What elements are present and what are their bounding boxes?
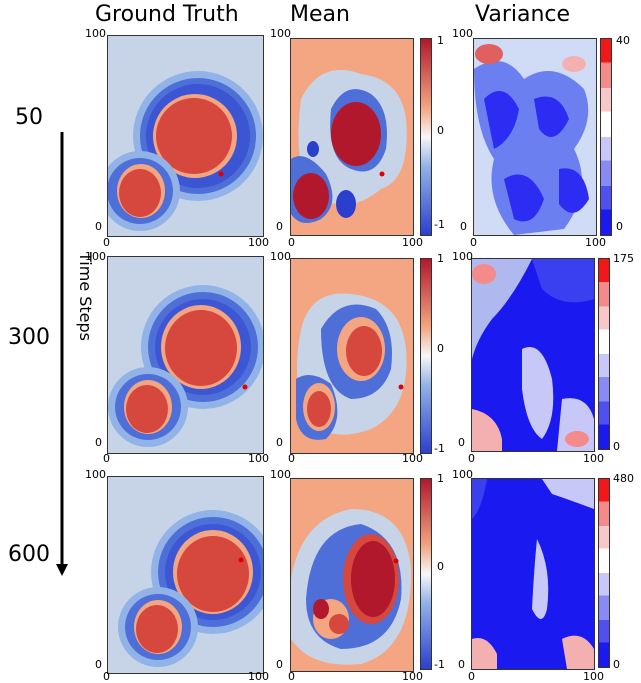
x-tick-max: 100 [248, 236, 269, 249]
x-tick-max: 100 [402, 236, 423, 249]
colorbar-tick-max: 175 [613, 252, 634, 265]
variance-colorbar-50 [600, 38, 612, 236]
mean-panel-50 [290, 38, 414, 236]
x-tick-max: 100 [402, 670, 423, 683]
x-tick-max: 100 [248, 670, 269, 683]
x-tick-min: 0 [103, 452, 110, 465]
colorbar-tick-mid: 0 [437, 124, 444, 137]
colorbar-tick-mid: 0 [437, 560, 444, 573]
x-tick-min: 0 [468, 452, 475, 465]
ground-truth-panel-600 [107, 476, 264, 674]
time-arrow [56, 132, 68, 576]
colorbar-tick-min: -1 [434, 218, 445, 231]
mean-panel-300 [290, 258, 414, 454]
x-tick-min: 0 [470, 236, 477, 249]
mean-colorbar-300 [420, 258, 432, 454]
mean-colorbar-600 [420, 478, 432, 670]
x-tick-max: 100 [585, 236, 606, 249]
mean-panel-600 [290, 478, 414, 672]
y-tick-min: 0 [276, 658, 283, 671]
x-tick-max: 100 [583, 452, 604, 465]
column-header-mean: Mean [290, 2, 350, 27]
y-tick-max: 100 [270, 468, 291, 481]
colorbar-tick-min: 0 [616, 220, 623, 233]
y-tick-max: 100 [270, 250, 291, 263]
y-tick-max: 100 [85, 27, 106, 40]
colorbar-tick-max: 480 [613, 472, 634, 485]
column-header-ground-truth: Ground Truth [95, 2, 239, 27]
y-tick-max: 100 [85, 250, 106, 263]
x-tick-max: 100 [402, 452, 423, 465]
colorbar-tick-min: -1 [434, 442, 445, 455]
y-tick-min: 0 [95, 658, 102, 671]
x-tick-min: 0 [103, 670, 110, 683]
y-tick-min: 0 [458, 436, 465, 449]
y-tick-min: 0 [95, 436, 102, 449]
colorbar-tick-mid: 0 [437, 342, 444, 355]
x-tick-min: 0 [288, 670, 295, 683]
colorbar-tick-min: -1 [434, 658, 445, 671]
y-tick-min: 0 [276, 436, 283, 449]
y-tick-min: 0 [460, 220, 467, 233]
ground-truth-panel-50 [107, 35, 264, 237]
gt-blob-lower [108, 151, 180, 231]
x-tick-min: 0 [288, 236, 295, 249]
y-tick-max: 100 [452, 468, 473, 481]
y-tick-max: 100 [452, 27, 473, 40]
target-dot [218, 171, 224, 177]
time-step-300: 300 [8, 325, 50, 350]
colorbar-tick-max: 1 [437, 252, 444, 265]
x-tick-min: 0 [288, 452, 295, 465]
x-tick-max: 100 [248, 452, 269, 465]
variance-panel-300 [471, 258, 595, 452]
variance-colorbar-600 [598, 478, 610, 668]
y-tick-min: 0 [95, 220, 102, 233]
time-step-600: 600 [8, 542, 50, 567]
colorbar-tick-max: 1 [437, 472, 444, 485]
mean-colorbar-50 [420, 38, 432, 236]
variance-colorbar-300 [598, 258, 610, 450]
variance-panel-600 [471, 478, 595, 670]
y-tick-min: 0 [276, 220, 283, 233]
x-tick-min: 0 [103, 236, 110, 249]
time-axis-label: Time Steps [76, 252, 95, 342]
colorbar-tick-min: 0 [613, 440, 620, 453]
y-tick-max: 100 [452, 250, 473, 263]
time-step-50: 50 [15, 105, 43, 130]
y-tick-min: 0 [458, 658, 465, 671]
x-tick-min: 0 [468, 670, 475, 683]
colorbar-tick-max: 40 [616, 34, 630, 47]
y-tick-max: 100 [270, 27, 291, 40]
ground-truth-panel-300 [107, 256, 264, 454]
x-tick-max: 100 [583, 670, 604, 683]
variance-panel-50 [473, 38, 597, 236]
column-header-variance: Variance [475, 2, 571, 27]
colorbar-tick-max: 1 [437, 34, 444, 47]
y-tick-max: 100 [85, 468, 106, 481]
colorbar-tick-min: 0 [613, 658, 620, 671]
